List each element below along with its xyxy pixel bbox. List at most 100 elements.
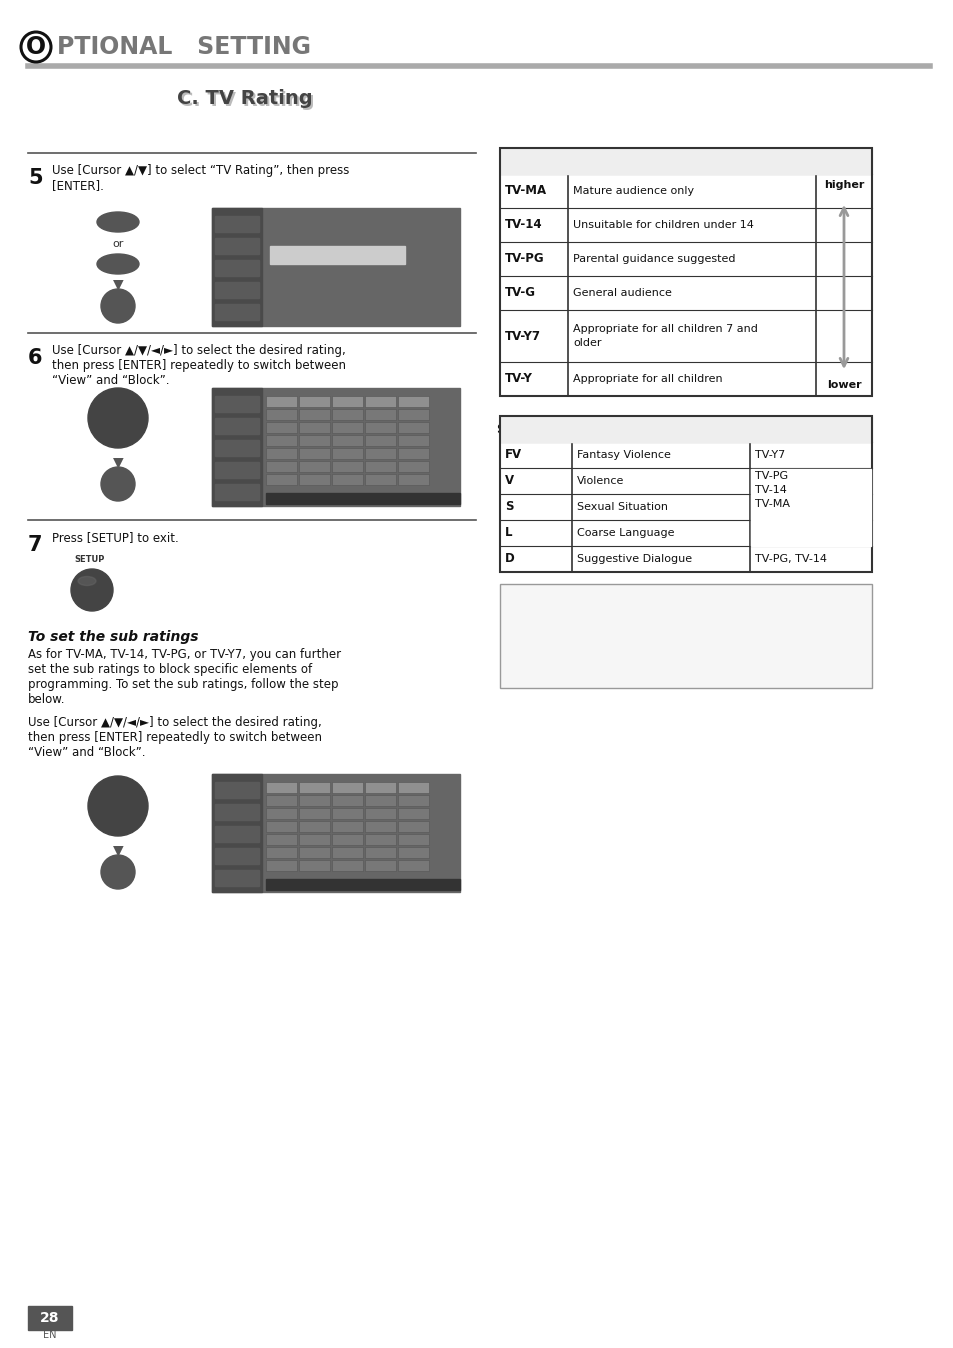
Text: “View” and “Block”.: “View” and “Block”. (52, 373, 170, 387)
Text: • You cannot block a sub rating (D, L, S or V) if the main: • You cannot block a sub rating (D, L, S… (505, 631, 785, 642)
Text: Use [Cursor ▲/▼] to select “TV Rating”, then press: Use [Cursor ▲/▼] to select “TV Rating”, … (52, 164, 349, 177)
Text: Mature audience only: Mature audience only (573, 186, 694, 195)
Bar (365, 821, 395, 832)
Text: or: or (112, 239, 124, 249)
Text: below.: below. (28, 693, 66, 706)
Circle shape (88, 388, 148, 448)
Bar (332, 834, 363, 845)
Bar (266, 493, 459, 504)
Bar (397, 795, 429, 806)
Text: ◄: ◄ (93, 412, 101, 423)
Bar (332, 860, 363, 871)
Circle shape (101, 288, 135, 324)
Bar (397, 847, 429, 857)
Text: ▼: ▼ (114, 822, 122, 832)
Text: or: or (113, 412, 123, 423)
Bar (266, 821, 296, 832)
Text: [ENTER].: [ENTER]. (52, 179, 104, 191)
Bar (266, 396, 296, 407)
Bar (214, 418, 258, 434)
Text: • Blocked sub rating will appear beside the main rating: • Blocked sub rating will appear beside … (505, 604, 781, 613)
Bar (332, 408, 363, 421)
Bar (266, 408, 296, 421)
Bar (266, 879, 459, 890)
Text: 5: 5 (28, 168, 43, 187)
Text: ►: ► (135, 801, 143, 811)
Text: Use [Cursor ▲/▼/◄/►] to select the desired rating,: Use [Cursor ▲/▼/◄/►] to select the desir… (28, 716, 321, 729)
Bar (332, 782, 363, 793)
Bar (298, 807, 330, 820)
Text: TV-14: TV-14 (504, 218, 542, 232)
Text: To set the sub ratings: To set the sub ratings (28, 630, 198, 644)
Bar (397, 782, 429, 793)
Bar (28, 1306, 71, 1330)
Text: 6: 6 (28, 348, 43, 368)
Text: Unsuitable for children under 14: Unsuitable for children under 14 (573, 220, 753, 231)
Text: Coarse Language: Coarse Language (577, 528, 674, 538)
Bar (298, 860, 330, 871)
Text: ▲: ▲ (114, 392, 122, 402)
Circle shape (101, 466, 135, 501)
Text: Rating: Rating (511, 155, 557, 167)
Bar (332, 474, 363, 485)
Text: “View” and “Block”.: “View” and “Block”. (28, 745, 146, 759)
Bar (499, 417, 871, 572)
Bar (332, 795, 363, 806)
Bar (499, 584, 871, 687)
Bar (365, 435, 395, 446)
Bar (214, 305, 258, 319)
Bar (214, 396, 258, 412)
Bar (397, 461, 429, 472)
Text: TV-PG, TV-14: TV-PG, TV-14 (754, 554, 826, 563)
Bar (332, 448, 363, 460)
Text: or: or (113, 801, 123, 811)
Bar (365, 847, 395, 857)
Text: TV-PG
TV-14
TV-MA: TV-PG TV-14 TV-MA (754, 470, 789, 510)
Bar (365, 834, 395, 845)
Bar (332, 461, 363, 472)
Bar (214, 439, 258, 456)
Text: Sexual Situation: Sexual Situation (577, 501, 667, 512)
Text: ▲: ▲ (113, 216, 123, 229)
Text: then press [ENTER] repeatedly to switch between: then press [ENTER] repeatedly to switch … (28, 731, 322, 744)
Bar (212, 208, 459, 326)
Text: Category: Category (659, 155, 723, 167)
Text: Press [SETUP] to exit.: Press [SETUP] to exit. (52, 531, 178, 545)
Bar (332, 847, 363, 857)
Text: TV-Y7: TV-Y7 (504, 329, 540, 342)
Bar (298, 448, 330, 460)
Text: Sub Rating: Sub Rating (497, 422, 574, 435)
Text: changes all its sub ratings to the same (“Block” or “View”).: changes all its sub ratings to the same … (505, 671, 807, 682)
Bar (266, 834, 296, 845)
Bar (397, 821, 429, 832)
Bar (365, 422, 395, 433)
Bar (397, 834, 429, 845)
Text: rating is set to “View”.: rating is set to “View”. (505, 644, 624, 655)
Bar (212, 208, 262, 326)
Text: • Changing the category to “Block” or “View” automatically: • Changing the category to “Block” or “V… (505, 658, 804, 669)
Bar (298, 834, 330, 845)
Bar (212, 388, 459, 506)
Ellipse shape (97, 212, 139, 232)
Bar (298, 408, 330, 421)
Bar (298, 461, 330, 472)
Text: then press [ENTER] repeatedly to switch between: then press [ENTER] repeatedly to switch … (52, 359, 346, 372)
Bar (397, 422, 429, 433)
Text: ▼: ▼ (114, 434, 122, 443)
Text: Fantasy Violence: Fantasy Violence (577, 450, 670, 460)
Bar (365, 782, 395, 793)
Text: ▼: ▼ (112, 456, 123, 469)
Bar (332, 422, 363, 433)
Bar (332, 396, 363, 407)
Bar (365, 396, 395, 407)
Bar (266, 448, 296, 460)
Text: TV-Y7: TV-Y7 (754, 450, 784, 460)
Bar (499, 148, 871, 174)
Bar (298, 396, 330, 407)
Bar (298, 474, 330, 485)
Bar (365, 807, 395, 820)
Bar (214, 282, 258, 298)
Circle shape (88, 776, 148, 836)
Text: ▼: ▼ (112, 276, 123, 291)
Bar (332, 807, 363, 820)
